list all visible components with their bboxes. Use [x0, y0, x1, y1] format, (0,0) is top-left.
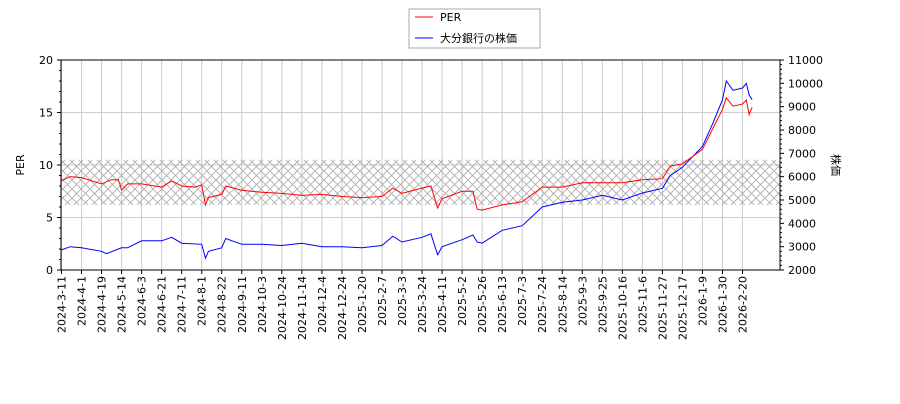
x-tick-label: 2025-5-26: [476, 276, 489, 333]
x-tick-label: 2025-12-17: [676, 276, 689, 340]
y-tick-label: 10: [39, 159, 53, 172]
x-tick-label: 2024-11-14: [296, 276, 309, 340]
x-tick-label: 2026-2-20: [737, 276, 750, 333]
y2-axis-label: 株価: [829, 154, 843, 176]
x-tick-label: 2025-6-13: [496, 276, 509, 333]
x-tick-label: 2024-12-24: [336, 276, 349, 340]
x-tick-label: 2025-9-25: [596, 276, 609, 333]
x-tick-label: 2024-4-19: [96, 276, 109, 333]
x-tick-label: 2024-8-1: [196, 276, 209, 326]
y-tick-label: 20: [39, 54, 53, 67]
y2-tick-label: 3000: [788, 241, 816, 254]
x-tick-label: 2025-2-7: [376, 276, 389, 326]
y2-tick-label: 2000: [788, 264, 816, 277]
y-tick-label: 0: [46, 264, 53, 277]
per-line: [61, 96, 753, 211]
y2-tick-label: 6000: [788, 171, 816, 184]
x-tick-label: 2025-8-14: [556, 276, 569, 333]
y2-tick-label: 4000: [788, 217, 816, 230]
x-tick-label: 2025-3-24: [416, 276, 429, 333]
x-tick-label: 2024-5-14: [116, 276, 129, 333]
x-tick-label: 2025-9-3: [576, 276, 589, 326]
x-tick-label: 2025-10-16: [616, 276, 629, 340]
x-tick-label: 2025-7-24: [536, 276, 549, 333]
per-range-band: [61, 159, 780, 205]
y-tick-label: 5: [46, 212, 53, 225]
x-tick-label: 2024-12-4: [316, 276, 329, 333]
x-tick-label: 2025-11-27: [656, 276, 669, 340]
y2-tick-label: 8000: [788, 124, 816, 137]
y2-tick-label: 7000: [788, 147, 816, 160]
x-tick-label: 2024-8-22: [216, 276, 229, 333]
y2-tick-label: 10000: [788, 77, 823, 90]
x-tick-label: 2024-10-3: [256, 276, 269, 333]
x-tick-label: 2024-9-11: [236, 276, 249, 333]
x-tick-label: 2025-1-20: [356, 276, 369, 333]
y2-tick-label: 9000: [788, 101, 816, 114]
x-tick-label: 2024-10-24: [276, 276, 289, 340]
x-tick-label: 2025-4-11: [436, 276, 449, 333]
x-tick-label: 2026-1-30: [716, 276, 729, 333]
y-axis-label: PER: [14, 154, 27, 176]
y2-tick-label: 11000: [788, 54, 823, 67]
legend-price-label: 大分銀行の株価: [440, 31, 517, 45]
x-tick-label: 2024-6-21: [156, 276, 169, 333]
x-tick-label: 2024-3-11: [56, 276, 69, 333]
x-tick-label: 2026-1-9: [696, 276, 709, 326]
y-tick-label: 15: [39, 107, 53, 120]
x-tick-label: 2025-5-2: [456, 276, 469, 326]
x-tick-label: 2024-6-3: [136, 276, 149, 326]
y2-tick-label: 5000: [788, 194, 816, 207]
legend-per-label: PER: [440, 11, 462, 24]
x-tick-label: 2024-7-11: [176, 276, 189, 333]
legend: PER 大分銀行の株価: [408, 8, 541, 49]
price-line: [61, 79, 753, 260]
x-tick-label: 2025-3-3: [396, 276, 409, 326]
x-tick-label: 2025-11-6: [636, 276, 649, 333]
x-tick-label: 2024-4-1: [76, 276, 89, 326]
x-tick-label: 2025-7-3: [516, 276, 529, 326]
